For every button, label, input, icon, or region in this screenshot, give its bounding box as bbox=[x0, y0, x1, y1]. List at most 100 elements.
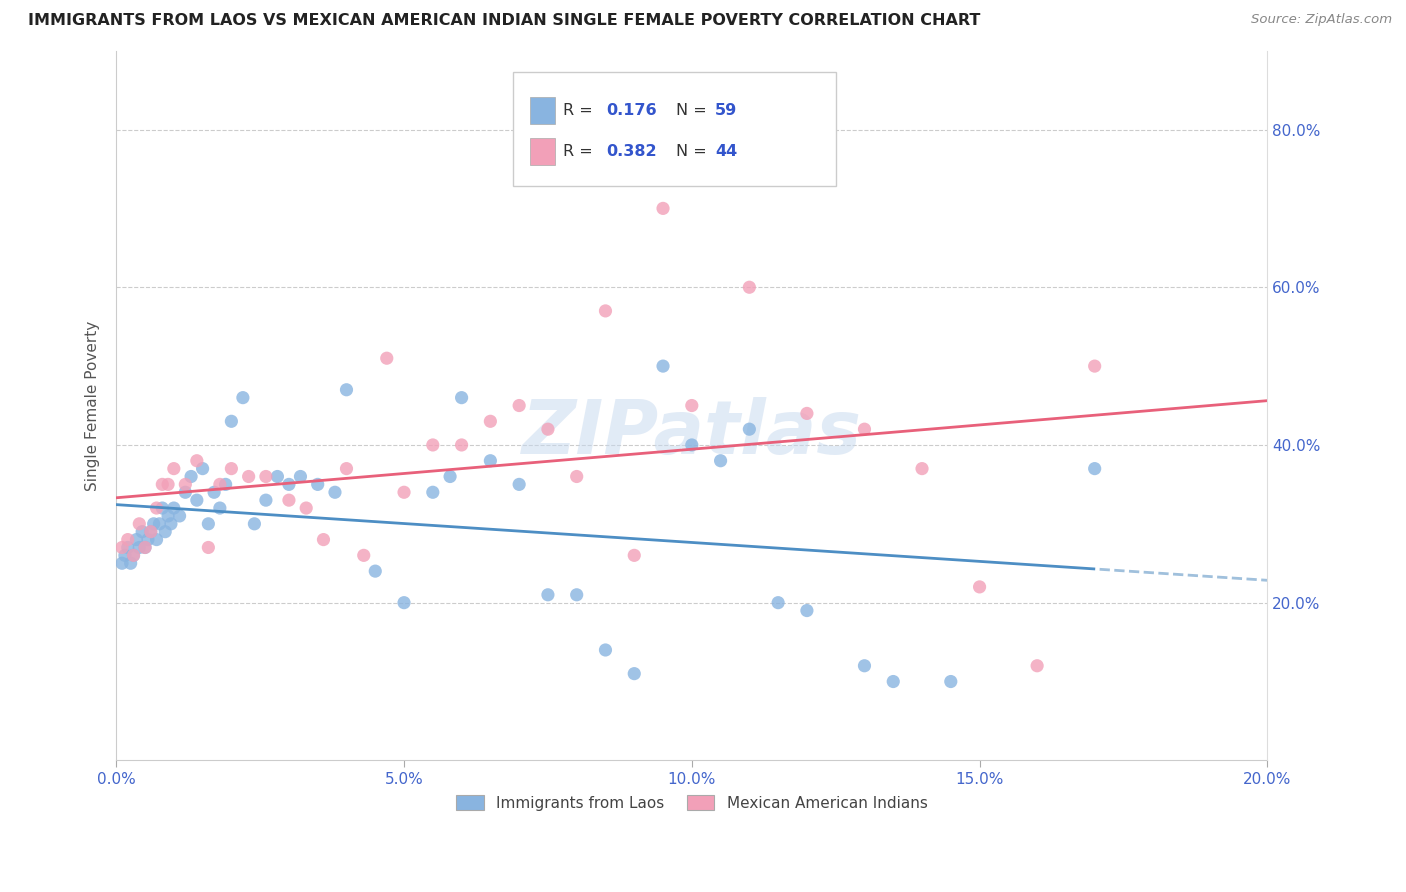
Point bbox=[142, 516, 165, 531]
Point bbox=[853, 658, 876, 673]
Point bbox=[122, 549, 145, 563]
Point bbox=[243, 516, 266, 531]
Point bbox=[145, 501, 167, 516]
Point bbox=[939, 674, 962, 689]
Point bbox=[163, 461, 186, 475]
Point bbox=[853, 422, 876, 436]
FancyBboxPatch shape bbox=[513, 72, 835, 186]
Point bbox=[766, 596, 789, 610]
Point bbox=[202, 485, 225, 500]
Text: Source: ZipAtlas.com: Source: ZipAtlas.com bbox=[1251, 13, 1392, 27]
Point bbox=[710, 454, 733, 468]
Point bbox=[335, 461, 357, 475]
Point bbox=[295, 501, 318, 516]
Point bbox=[595, 643, 617, 657]
Point bbox=[450, 391, 472, 405]
Point bbox=[160, 516, 183, 531]
Point bbox=[796, 406, 818, 420]
Point bbox=[266, 469, 288, 483]
Point bbox=[157, 508, 180, 523]
Point bbox=[565, 588, 588, 602]
Point bbox=[652, 202, 675, 216]
Point bbox=[122, 549, 145, 563]
Point bbox=[197, 516, 219, 531]
Text: 0.382: 0.382 bbox=[606, 145, 657, 159]
Legend: Immigrants from Laos, Mexican American Indians: Immigrants from Laos, Mexican American I… bbox=[450, 789, 934, 816]
Y-axis label: Single Female Poverty: Single Female Poverty bbox=[86, 320, 100, 491]
Point bbox=[186, 493, 208, 508]
Point bbox=[214, 477, 236, 491]
FancyBboxPatch shape bbox=[530, 96, 555, 124]
Point bbox=[191, 461, 214, 475]
Point bbox=[128, 516, 150, 531]
Point bbox=[145, 533, 167, 547]
Point bbox=[911, 461, 934, 475]
Point bbox=[738, 280, 761, 294]
Point bbox=[186, 454, 208, 468]
Point bbox=[174, 477, 197, 491]
Point bbox=[163, 501, 186, 516]
Point bbox=[120, 556, 142, 570]
Point bbox=[277, 477, 299, 491]
Point bbox=[882, 674, 904, 689]
Point bbox=[111, 541, 134, 555]
Point bbox=[537, 422, 560, 436]
Text: R =: R = bbox=[562, 145, 598, 159]
Text: R =: R = bbox=[562, 103, 598, 118]
Point bbox=[681, 438, 703, 452]
Point bbox=[565, 469, 588, 483]
Point bbox=[290, 469, 312, 483]
Point bbox=[595, 304, 617, 318]
Point bbox=[796, 603, 818, 617]
Point bbox=[335, 383, 357, 397]
Point bbox=[307, 477, 329, 491]
Point bbox=[139, 524, 162, 539]
Point bbox=[238, 469, 260, 483]
Point bbox=[623, 666, 645, 681]
Point bbox=[254, 493, 277, 508]
Point bbox=[221, 461, 243, 475]
Point bbox=[422, 438, 444, 452]
Point bbox=[969, 580, 991, 594]
Text: N =: N = bbox=[676, 145, 711, 159]
Text: N =: N = bbox=[676, 103, 711, 118]
Point bbox=[375, 351, 398, 366]
Point bbox=[125, 533, 148, 547]
Point bbox=[117, 533, 139, 547]
Point bbox=[134, 541, 156, 555]
Text: ZIPatlas: ZIPatlas bbox=[522, 398, 862, 470]
Point bbox=[153, 524, 176, 539]
Point bbox=[323, 485, 346, 500]
Point bbox=[157, 477, 180, 491]
Point bbox=[508, 477, 530, 491]
Point bbox=[150, 477, 173, 491]
Text: 44: 44 bbox=[714, 145, 737, 159]
Point bbox=[479, 454, 502, 468]
Point bbox=[353, 549, 375, 563]
Point bbox=[1026, 658, 1049, 673]
FancyBboxPatch shape bbox=[530, 138, 555, 165]
Point bbox=[131, 524, 153, 539]
Point bbox=[479, 414, 502, 428]
Point bbox=[114, 549, 136, 563]
Text: 0.176: 0.176 bbox=[606, 103, 657, 118]
Point bbox=[139, 524, 162, 539]
Point bbox=[422, 485, 444, 500]
Point bbox=[364, 564, 387, 578]
Point bbox=[508, 399, 530, 413]
Text: 59: 59 bbox=[714, 103, 737, 118]
Point bbox=[169, 508, 191, 523]
Point bbox=[111, 556, 134, 570]
Point bbox=[439, 469, 461, 483]
Point bbox=[174, 485, 197, 500]
Point bbox=[392, 485, 415, 500]
Point bbox=[180, 469, 202, 483]
Point bbox=[681, 399, 703, 413]
Point bbox=[392, 596, 415, 610]
Point bbox=[1084, 359, 1107, 373]
Point bbox=[136, 533, 159, 547]
Point bbox=[134, 541, 156, 555]
Point bbox=[128, 541, 150, 555]
Point bbox=[652, 359, 675, 373]
Point bbox=[738, 422, 761, 436]
